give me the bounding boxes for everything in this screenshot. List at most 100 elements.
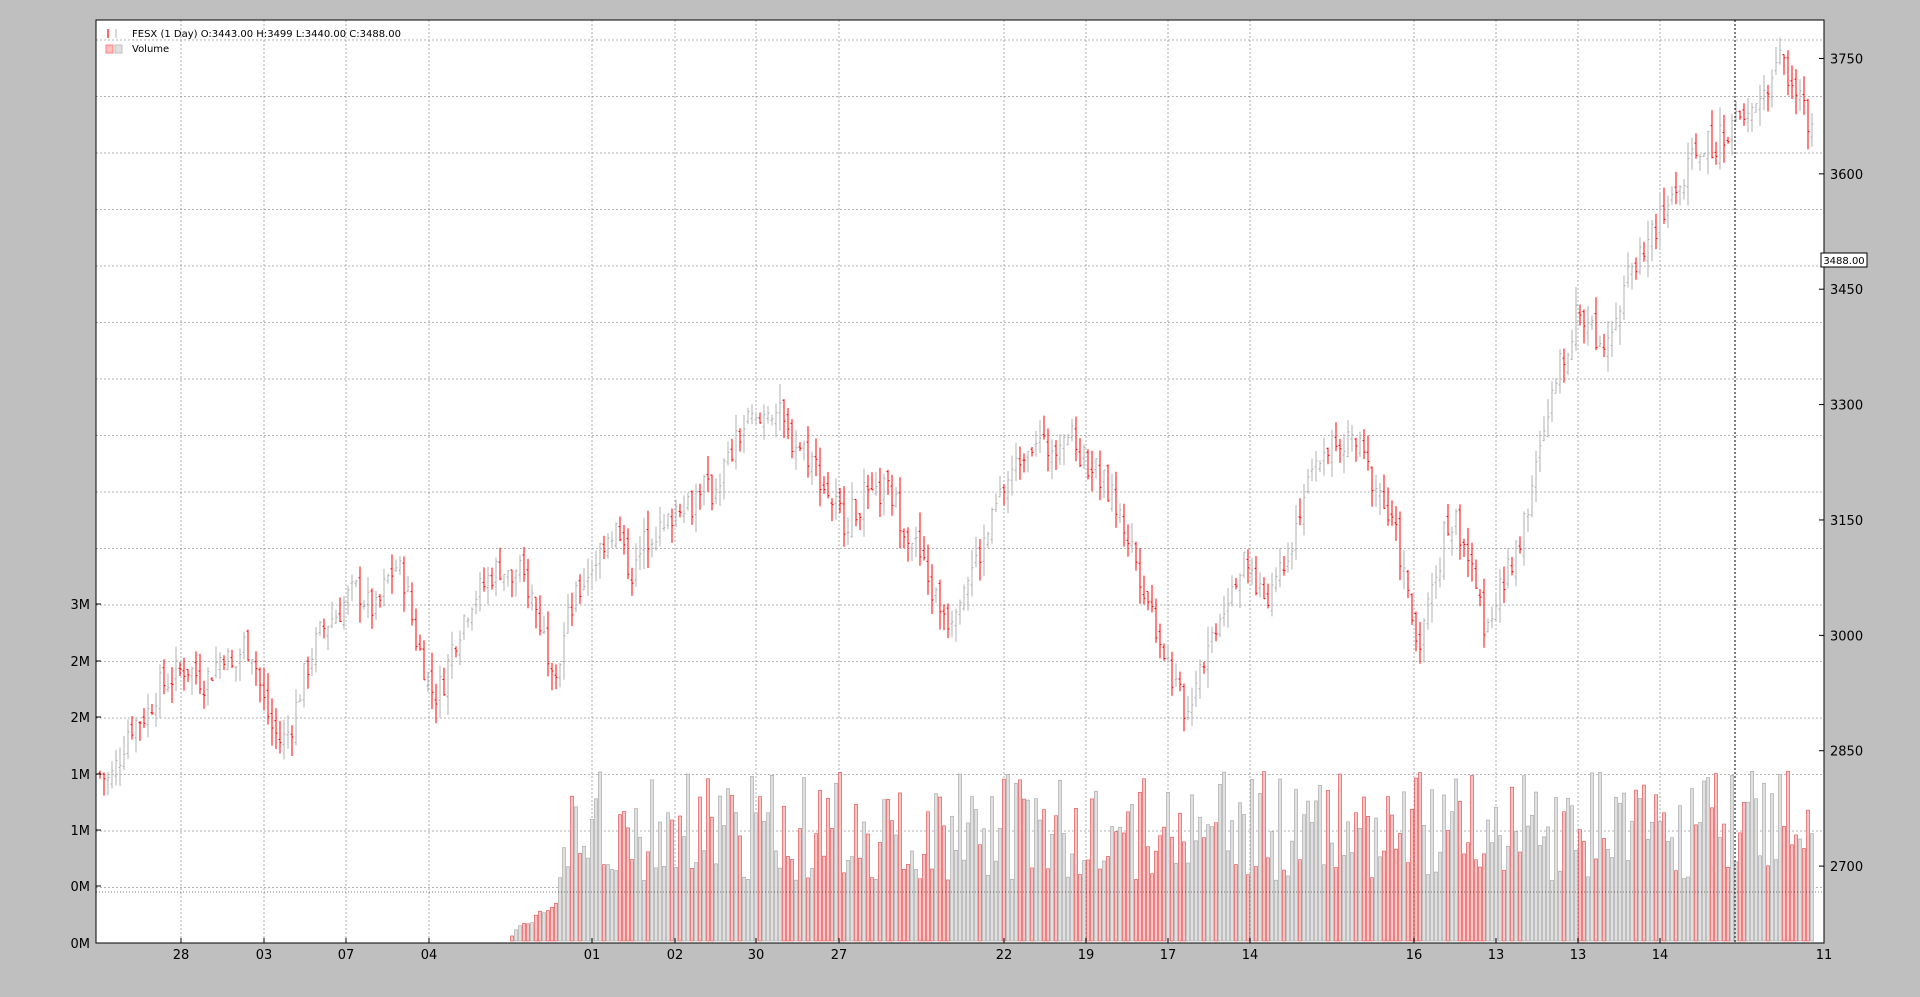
volume-bar — [1626, 860, 1630, 942]
volume-bar — [1190, 794, 1194, 942]
ohlc-bar — [1638, 237, 1642, 275]
volume-bar — [1370, 877, 1374, 942]
volume-bar — [1006, 774, 1010, 942]
ohlc-bar — [606, 533, 610, 559]
ohlc-bar — [790, 419, 794, 459]
ohlc-bar — [538, 595, 542, 636]
volume-bar — [1470, 775, 1474, 942]
price-axis: 3750 3600 3450 3300 3150 3000 2850 2700 — [1819, 52, 1863, 875]
ohlc-bar — [226, 648, 230, 671]
volume-bar — [566, 866, 570, 942]
volume-bar — [894, 834, 898, 942]
ohlc-bar — [930, 564, 934, 614]
volume-bar — [554, 902, 558, 942]
volume-bar — [1738, 832, 1742, 942]
ohlc-bar — [782, 399, 786, 439]
ohlc-bar — [1750, 102, 1754, 132]
volume-bar — [902, 869, 906, 942]
ohlc-bar — [418, 634, 422, 651]
volume-bar — [818, 790, 822, 942]
ohlc-bar — [1174, 663, 1178, 687]
ohlc-bar — [1454, 508, 1458, 536]
ohlc-bar — [962, 584, 966, 611]
volume-bar — [1222, 771, 1226, 942]
volume-bar — [542, 912, 546, 942]
ohlc-bar — [642, 518, 646, 570]
ohlc-bar — [946, 603, 950, 639]
volume-bar — [1014, 783, 1018, 942]
ohlc-bar — [986, 531, 990, 548]
ohlc-bar — [362, 600, 366, 610]
ohlc-bar — [1422, 618, 1426, 663]
ohlc-bar — [1462, 538, 1466, 558]
volume-bar — [1390, 814, 1394, 942]
ohlc-bar — [126, 719, 130, 759]
volume-bar — [794, 879, 798, 942]
ohlc-bar — [970, 549, 974, 597]
volume-bar — [610, 869, 614, 942]
ohlc-bar — [370, 588, 374, 629]
ohlc-bar — [1682, 179, 1686, 200]
ohlc-bar — [1046, 428, 1050, 472]
ohlc-bar — [446, 653, 450, 715]
ohlc-bar — [890, 474, 894, 516]
volume-bar — [770, 775, 774, 942]
volume-bar — [622, 811, 626, 942]
volume-bar — [1002, 778, 1006, 942]
ohlc-bar — [1166, 646, 1170, 664]
ohlc-bar — [874, 471, 878, 496]
ohlc-bar — [1722, 114, 1726, 163]
volume-bar — [1606, 848, 1610, 942]
volume-bar — [1066, 876, 1070, 942]
x-tick-label: 14 — [1242, 948, 1259, 963]
volume-bar — [934, 793, 938, 942]
ohlc-bar — [1406, 569, 1410, 599]
volume-bar — [562, 847, 566, 942]
ohlc-bar — [1154, 598, 1158, 643]
volume-bar — [1022, 798, 1026, 942]
volume-bar — [1566, 797, 1570, 942]
volume-bar — [698, 796, 702, 942]
ohlc-bar — [558, 662, 562, 688]
ohlc-bar — [1786, 50, 1790, 96]
ohlc-bar — [330, 601, 334, 629]
volume-bar — [950, 815, 954, 942]
ohlc-bar — [910, 542, 914, 562]
volume-bar — [1802, 848, 1806, 942]
volume-bar — [1078, 874, 1082, 942]
volume-bar — [886, 798, 890, 942]
ohlc-bar — [1790, 65, 1794, 99]
volume-bar — [1758, 855, 1762, 942]
volume-bar — [874, 878, 878, 942]
ohlc-bar — [190, 666, 194, 695]
ohlc-bar — [1002, 484, 1006, 506]
ohlc-bar — [1426, 592, 1430, 630]
ohlc-bar — [750, 404, 754, 425]
volume-bar — [1042, 809, 1046, 942]
volume-bar — [1670, 837, 1674, 942]
ohlc-bar — [110, 761, 114, 789]
volume-bar — [1438, 851, 1442, 942]
ohlc-bar — [1734, 101, 1738, 122]
volume-bar — [522, 923, 526, 942]
ohlc-bar — [1418, 622, 1422, 664]
volume-bar — [1094, 790, 1098, 942]
volume-bar — [518, 925, 522, 942]
volume-bar — [1778, 773, 1782, 942]
volume-tick-label: 0M — [71, 880, 91, 895]
ohlc-bar — [1254, 556, 1258, 596]
volume-bar — [1230, 820, 1234, 942]
ohlc-bar — [358, 566, 362, 623]
ohlc-bar — [1458, 504, 1462, 560]
ohlc-bar — [870, 472, 874, 491]
volume-bar — [1686, 876, 1690, 942]
volume-bar — [694, 862, 698, 942]
ohlc-bar — [138, 721, 142, 741]
ohlc-bar — [1614, 302, 1618, 331]
volume-bar — [1550, 880, 1554, 942]
ohlc-bar — [762, 404, 766, 440]
ohlc-bar — [278, 720, 282, 754]
ohlc-bar — [922, 536, 926, 561]
ohlc-bar — [802, 440, 806, 461]
